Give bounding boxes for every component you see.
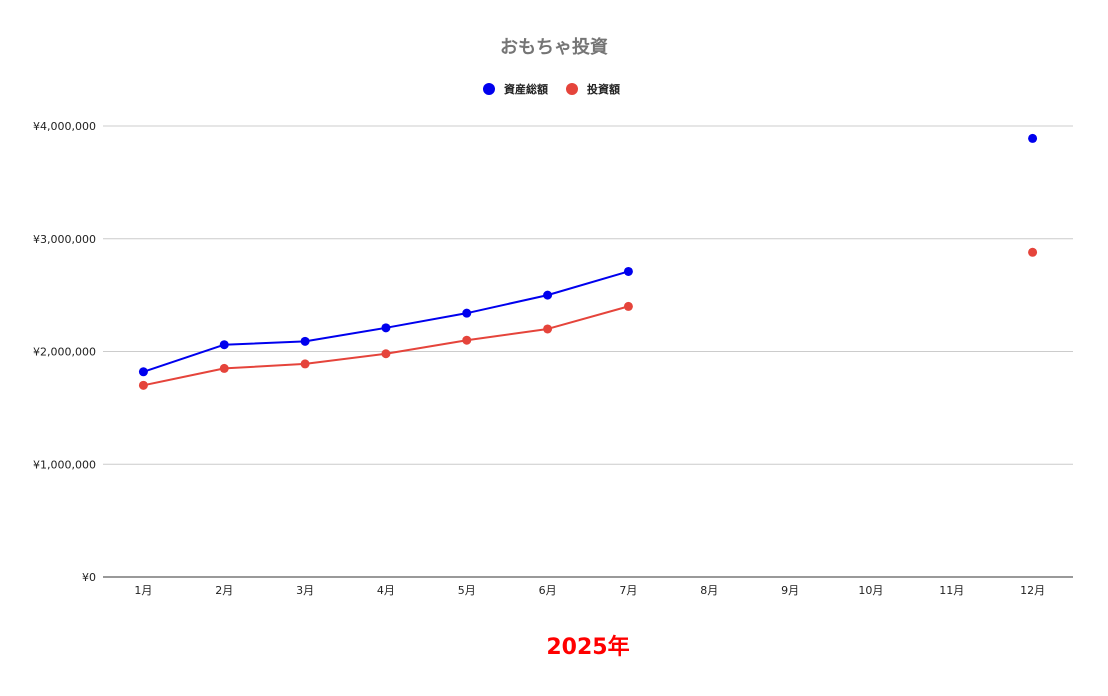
legend: 資産総額 投資額 xyxy=(483,82,620,96)
x-tick-label: 8月 xyxy=(700,584,718,597)
legend-label: 資産総額 xyxy=(504,82,548,96)
data-point xyxy=(1028,133,1038,143)
data-point xyxy=(623,266,633,276)
gridlines xyxy=(103,125,1073,465)
data-point xyxy=(300,359,310,369)
legend-item: 資産総額 xyxy=(483,82,548,96)
x-tick-label: 2月 xyxy=(215,584,233,597)
legend-marker xyxy=(566,83,578,95)
series-2 xyxy=(138,247,1038,390)
y-axis-ticks: ¥0 ¥1,000,000 ¥2,000,000 ¥3,000,000 ¥4,000,0… xyxy=(33,120,96,584)
data-point xyxy=(381,323,391,333)
legend-item: 投資額 xyxy=(566,82,620,96)
y-tick-label: ¥0 xyxy=(82,571,96,584)
x-tick-label: 11月 xyxy=(939,584,964,597)
y-tick-label: ¥2,000,000 xyxy=(33,346,96,359)
y-tick-label: ¥3,000,000 xyxy=(33,233,96,246)
series-line xyxy=(142,305,630,387)
data-point xyxy=(300,336,310,346)
data-point xyxy=(543,324,553,334)
x-tick-label: 5月 xyxy=(458,584,476,597)
x-axis-ticks: 1月 2月 3月 4月 5月 6月 7月 8月 9月 10月 11月 12月 xyxy=(134,584,1045,597)
chart-title: おもちゃ投資 xyxy=(500,36,608,58)
data-point xyxy=(1028,247,1038,257)
x-tick-label: 6月 xyxy=(539,584,557,597)
legend-label: 投資額 xyxy=(587,82,620,96)
data-point xyxy=(462,335,472,345)
x-tick-label: 9月 xyxy=(781,584,799,597)
data-point xyxy=(543,290,553,300)
x-tick-label: 7月 xyxy=(619,584,637,597)
x-tick-label: 10月 xyxy=(858,584,883,597)
series-layer xyxy=(138,133,1038,390)
y-tick-label: ¥4,000,000 xyxy=(33,120,96,133)
data-point xyxy=(219,340,229,350)
data-point xyxy=(462,308,472,318)
data-point xyxy=(138,367,148,377)
data-point xyxy=(623,301,633,311)
legend-marker xyxy=(483,83,495,95)
series-1 xyxy=(138,133,1038,377)
data-point xyxy=(219,363,229,373)
data-point xyxy=(138,380,148,390)
x-tick-label: 12月 xyxy=(1020,584,1045,597)
x-tick-label: 4月 xyxy=(377,584,395,597)
x-tick-label: 3月 xyxy=(296,584,314,597)
x-axis-label: 2025年 xyxy=(546,634,629,660)
data-point xyxy=(381,349,391,359)
x-tick-label: 1月 xyxy=(134,584,152,597)
y-tick-label: ¥1,000,000 xyxy=(33,458,96,471)
